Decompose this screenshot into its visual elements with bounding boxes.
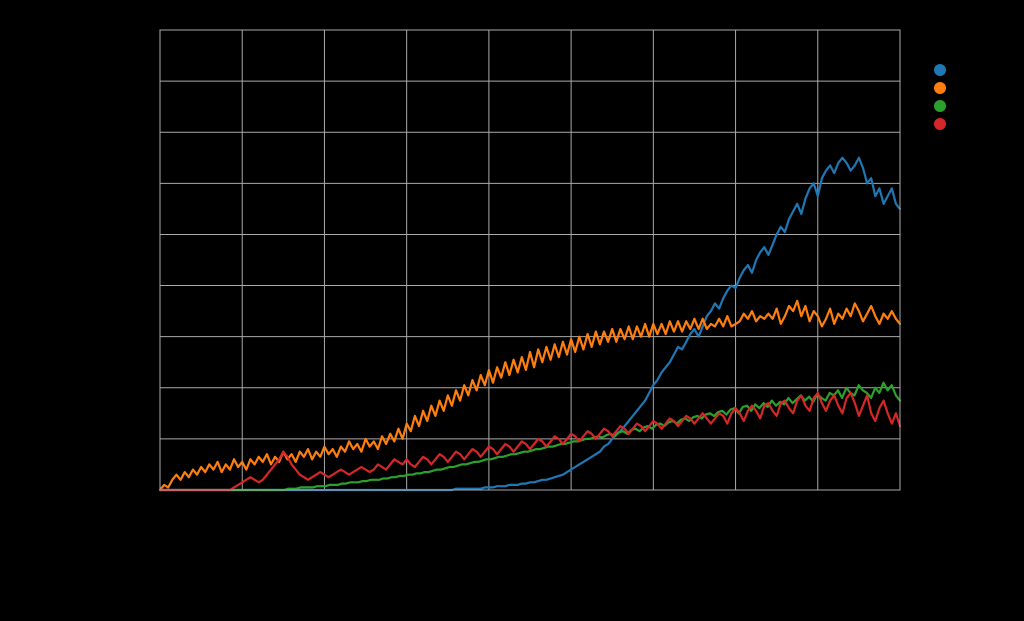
chart-background (0, 0, 1024, 621)
legend-marker-series-orange (934, 82, 946, 94)
chart-svg (0, 0, 1024, 621)
line-chart (0, 0, 1024, 621)
legend-marker-series-green (934, 100, 946, 112)
legend-marker-series-blue (934, 64, 946, 76)
legend-marker-series-red (934, 118, 946, 130)
